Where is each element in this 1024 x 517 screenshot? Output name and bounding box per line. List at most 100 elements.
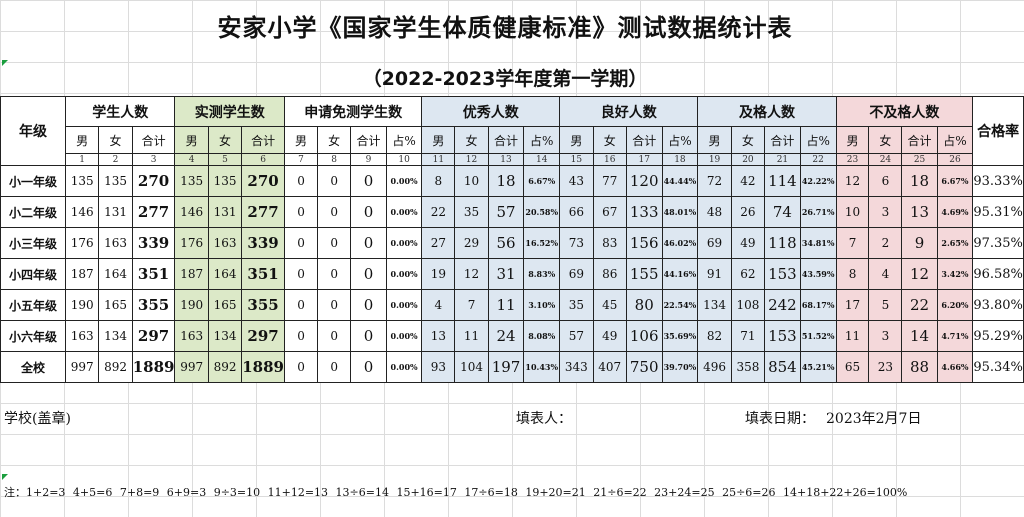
cell-pass-female: 71 — [730, 320, 766, 352]
cell-students-female: 131 — [98, 196, 133, 228]
cell-good-male: 35 — [559, 289, 594, 321]
cell-pass-male: 496 — [697, 351, 732, 383]
cell-excellent-percent: 8.83% — [523, 258, 561, 290]
cell-excellent-total: 18 — [487, 165, 525, 197]
cell-excellent-percent: 8.08% — [523, 320, 561, 352]
subheader-total: 合计 — [764, 126, 801, 154]
col-number: 5 — [207, 153, 243, 166]
cell-good-female: 77 — [592, 165, 627, 197]
cell-excellent-total: 56 — [487, 227, 525, 259]
cell-good-male: 343 — [559, 351, 594, 383]
cell-measured-total: 270 — [241, 165, 285, 197]
cell-pass-percent: 45.21% — [799, 351, 837, 383]
cell-good-percent: 44.44% — [661, 165, 699, 197]
formula-note: 注：1+2=3 4+5=6 7+8=9 6+9=3 9÷3=10 11+12=1… — [4, 486, 908, 499]
grade-label: 小三年级 — [0, 227, 66, 259]
subheader-male: 男 — [835, 126, 870, 154]
cell-students-total: 351 — [131, 258, 176, 290]
cell-excellent-total: 197 — [487, 351, 525, 383]
cell-fail-female: 4 — [868, 258, 903, 290]
subheader-male: 男 — [421, 126, 456, 154]
group-header-measured: 实测学生数 — [174, 96, 285, 127]
group-header-good: 良好人数 — [559, 96, 699, 127]
cell-fail-male: 11 — [835, 320, 870, 352]
cell-good-percent: 22.54% — [661, 289, 699, 321]
cell-students-male: 997 — [64, 351, 100, 383]
header-row-subcols: 男女合计男女合计男女合计 占% 男女合计 占% 男女合计 占% 男女合计 占% 男女合计 占% — [1, 126, 1024, 154]
cell-pass-total: 118 — [764, 227, 801, 259]
cell-exempt-male: 0 — [283, 320, 319, 352]
table-row: 小三年级 176 163 339 176 163 339 0 0 0 0.00% 27 29 56 16.5… — [0, 227, 1024, 259]
subheader-female: 女 — [454, 126, 489, 154]
cell-fail-male: 7 — [835, 227, 870, 259]
cell-pass-male: 91 — [697, 258, 732, 290]
cell-pass-percent: 42.22% — [799, 165, 837, 197]
cell-pass-percent: 34.81% — [799, 227, 837, 259]
cell-measured-male: 190 — [174, 289, 209, 321]
cell-students-total: 277 — [131, 196, 176, 228]
cell-measured-male: 176 — [174, 227, 209, 259]
cell-students-male: 146 — [64, 196, 100, 228]
cell-students-total: 1889 — [131, 351, 176, 383]
cell-good-male: 69 — [559, 258, 594, 290]
col-number: 26 — [936, 153, 974, 166]
grade-label: 小四年级 — [0, 258, 66, 290]
cell-fail-percent: 2.65% — [936, 227, 974, 259]
page-subtitle: （2022-2023学年度第一学期） — [362, 68, 648, 90]
cell-measured-total: 1889 — [241, 351, 285, 383]
cell-students-male: 176 — [64, 227, 100, 259]
header-row-groups: 年级 学生人数 实测学生数 申请免测学生数 优秀人数 良好人数 及格人数 不及格人数 合格率 — [0, 96, 1024, 166]
col-number: 9 — [350, 153, 387, 166]
subheader-percent: 占% — [799, 126, 837, 154]
grade-label: 小六年级 — [0, 320, 66, 352]
cell-fail-total: 13 — [901, 196, 938, 228]
cell-good-percent: 35.69% — [661, 320, 699, 352]
cell-fail-male: 17 — [835, 289, 870, 321]
cell-students-total: 355 — [131, 289, 176, 321]
cell-students-female: 164 — [98, 258, 133, 290]
subheader-female: 女 — [207, 126, 243, 154]
col-number: 20 — [730, 153, 766, 166]
col-number: 24 — [868, 153, 903, 166]
cell-good-male: 57 — [559, 320, 594, 352]
cell-measured-total: 339 — [241, 227, 285, 259]
header-row-col-numbers: 1 2 3 4 5 6 7 8 9 10 11 12 13 14 15 16 17 18 19 20 21 22 23 24 2… — [1, 153, 1024, 166]
cell-exempt-total: 0 — [350, 258, 387, 290]
cell-students-female: 165 — [98, 289, 133, 321]
subheader-total: 合计 — [241, 126, 285, 154]
date-label: 填表日期： — [745, 411, 815, 427]
table-row: 全校 997 892 1889 997 892 1889 0 0 0 0.00% 93 104 197 10… — [0, 351, 1024, 383]
cell-good-female: 49 — [592, 320, 627, 352]
cell-exempt-percent: 0.00% — [385, 289, 423, 321]
cell-exempt-percent: 0.00% — [385, 227, 423, 259]
grade-label: 小五年级 — [0, 289, 66, 321]
cell-good-total: 120 — [625, 165, 663, 197]
col-number: 25 — [901, 153, 938, 166]
cell-excellent-male: 19 — [421, 258, 456, 290]
cell-students-total: 297 — [131, 320, 176, 352]
cell-fail-male: 12 — [835, 165, 870, 197]
cell-excellent-male: 13 — [421, 320, 456, 352]
cell-pass-percent: 51.52% — [799, 320, 837, 352]
cell-pass-total: 153 — [764, 320, 801, 352]
col-number: 1 — [64, 153, 100, 166]
stats-table-body: 年级 学生人数 实测学生数 申请免测学生数 优秀人数 良好人数 及格人数 不及格人数 合格率男女… — [0, 96, 1024, 383]
cell-good-total: 133 — [625, 196, 663, 228]
col-number: 15 — [559, 153, 594, 166]
cell-pass-rate: 97.35% — [972, 227, 1024, 259]
col-number: 19 — [697, 153, 732, 166]
col-number: 11 — [421, 153, 456, 166]
subheader-male: 男 — [559, 126, 594, 154]
cell-fail-female: 23 — [868, 351, 903, 383]
cell-students-male: 190 — [64, 289, 100, 321]
cell-fail-total: 9 — [901, 227, 938, 259]
cell-good-female: 83 — [592, 227, 627, 259]
cell-students-female: 135 — [98, 165, 133, 197]
cell-excellent-total: 31 — [487, 258, 525, 290]
cell-pass-total: 153 — [764, 258, 801, 290]
cell-excellent-female: 10 — [454, 165, 489, 197]
cell-pass-female: 49 — [730, 227, 766, 259]
cell-exempt-percent: 0.00% — [385, 320, 423, 352]
col-number: 10 — [385, 153, 423, 166]
cell-measured-female: 135 — [207, 165, 243, 197]
